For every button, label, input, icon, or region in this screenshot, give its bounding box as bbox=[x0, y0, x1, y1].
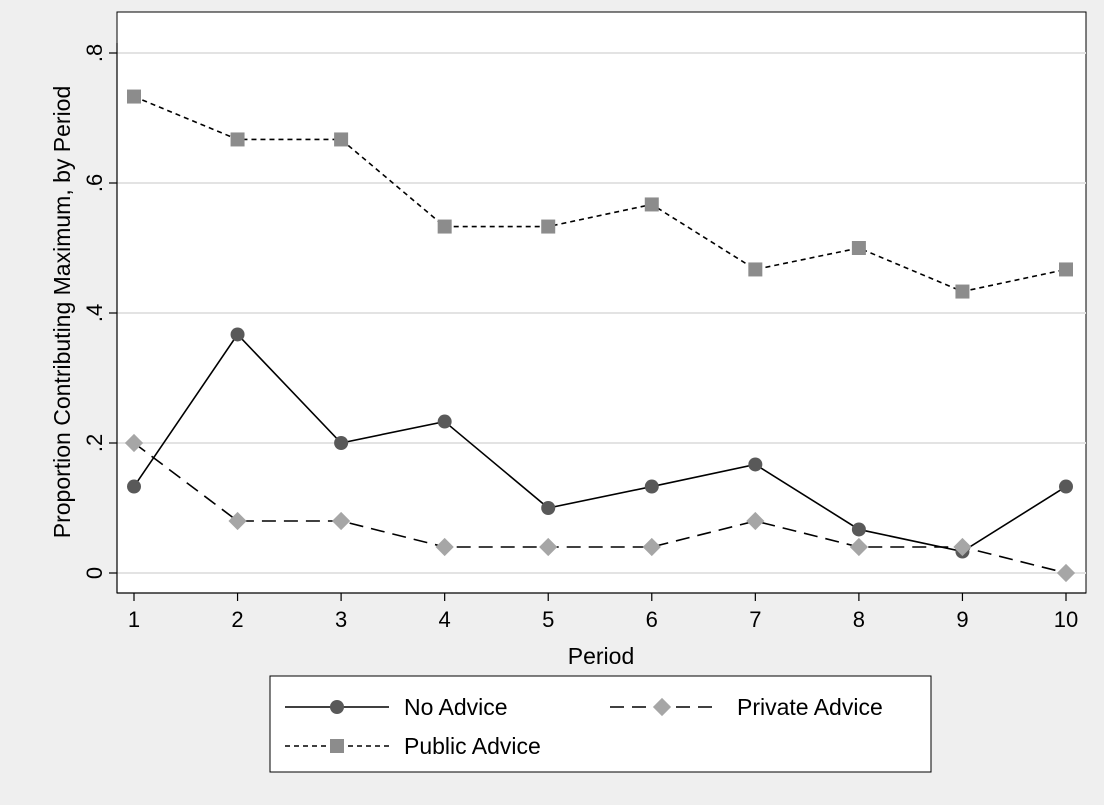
series-1-point-9 bbox=[1056, 563, 1076, 583]
series-2-point-5 bbox=[644, 197, 659, 212]
series-1 bbox=[124, 433, 1076, 583]
x-axis-title: Period bbox=[568, 643, 634, 669]
axes bbox=[116, 43, 1086, 594]
x-tick-label-6: 7 bbox=[749, 607, 761, 632]
legend-marker-1 bbox=[652, 697, 672, 717]
series-1-point-5 bbox=[642, 537, 661, 557]
x-tick-label-8: 9 bbox=[956, 607, 968, 632]
series-0-point-5 bbox=[644, 479, 659, 494]
series-1-point-6 bbox=[746, 511, 765, 531]
series-0-point-4 bbox=[541, 501, 556, 515]
series-2-point-6 bbox=[748, 262, 763, 277]
legend: No Advice Private Advice Public Advice bbox=[269, 675, 932, 773]
y-tick-label-4: .8 bbox=[82, 44, 107, 62]
series-layer bbox=[124, 89, 1076, 583]
series-0-point-3 bbox=[437, 414, 452, 429]
series-0-point-2 bbox=[334, 436, 349, 450]
y-tick-label-3: .6 bbox=[82, 174, 107, 192]
series-2-point-0 bbox=[127, 89, 141, 104]
x-tick-label-1: 2 bbox=[231, 607, 243, 632]
series-line-2 bbox=[133, 95, 1067, 293]
series-1-point-7 bbox=[849, 537, 868, 557]
legend-marker-0 bbox=[330, 700, 344, 714]
x-ticks: 1 2 3 4 5 6 7 8 9 10 bbox=[128, 593, 1078, 632]
legend-label-2: Public Advice bbox=[404, 733, 541, 759]
series-2-point-3 bbox=[437, 219, 452, 234]
legend-label-1: Private Advice bbox=[737, 694, 883, 720]
y-tick-label-1: .2 bbox=[82, 434, 107, 452]
series-2-point-9 bbox=[1059, 262, 1073, 277]
series-0-point-1 bbox=[230, 327, 245, 342]
series-0-point-9 bbox=[1059, 479, 1073, 494]
series-2 bbox=[127, 89, 1073, 299]
x-tick-label-4: 5 bbox=[542, 607, 554, 632]
x-tick-label-5: 6 bbox=[646, 607, 658, 632]
x-tick-label-2: 3 bbox=[335, 607, 347, 632]
x-tick-label-0: 1 bbox=[128, 607, 140, 632]
series-1-point-8 bbox=[953, 537, 972, 557]
series-line-0 bbox=[133, 333, 1067, 553]
series-1-point-1 bbox=[228, 511, 247, 531]
series-2-point-1 bbox=[230, 132, 245, 147]
legend-label-0: No Advice bbox=[404, 694, 508, 720]
x-tick-label-7: 8 bbox=[853, 607, 865, 632]
series-line-1 bbox=[133, 442, 1067, 574]
series-0-point-0 bbox=[127, 479, 141, 494]
x-tick-label-3: 4 bbox=[439, 607, 451, 632]
y-ticks: 0 .2 .4 .6 .8 bbox=[82, 44, 117, 579]
y-tick-label-0: 0 bbox=[82, 567, 107, 579]
series-2-point-4 bbox=[541, 219, 556, 234]
series-2-point-8 bbox=[955, 284, 970, 299]
series-1-point-4 bbox=[539, 537, 558, 557]
gridlines bbox=[117, 52, 1086, 574]
legend-marker-2 bbox=[330, 739, 344, 753]
series-2-point-7 bbox=[851, 241, 866, 255]
y-tick-label-2: .4 bbox=[82, 304, 107, 322]
legend-box bbox=[269, 675, 932, 773]
series-1-point-0 bbox=[124, 433, 144, 453]
plot-area bbox=[116, 11, 1087, 594]
x-tick-label-9: 10 bbox=[1054, 607, 1078, 632]
series-1-point-2 bbox=[332, 511, 351, 531]
series-2-point-2 bbox=[334, 132, 349, 147]
series-0-point-7 bbox=[851, 522, 866, 537]
series-1-point-3 bbox=[435, 537, 454, 557]
y-axis-title: Proportion Contributing Maximum, by Peri… bbox=[49, 86, 75, 539]
series-0-point-6 bbox=[748, 457, 763, 472]
